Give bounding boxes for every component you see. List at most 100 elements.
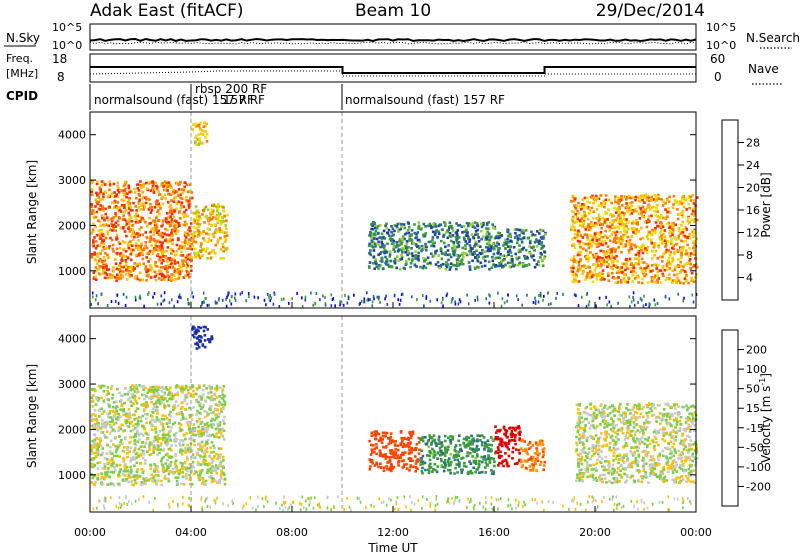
power-cell <box>136 235 140 239</box>
velocity-cell <box>152 402 156 406</box>
power-cell <box>397 244 400 247</box>
power-cell <box>380 250 383 254</box>
velocity-cell <box>161 425 165 428</box>
power-cell <box>515 256 518 260</box>
power-cell <box>625 220 628 224</box>
velocity-cell <box>198 435 201 438</box>
power-cell <box>656 281 659 284</box>
power-cell <box>630 201 634 204</box>
power-cell <box>614 200 617 204</box>
power-cell <box>539 256 542 259</box>
velocity-cell <box>125 419 129 423</box>
power-cell <box>685 274 688 277</box>
power-cell <box>673 279 677 282</box>
power-ground-cell <box>556 291 558 295</box>
power-ground-cell <box>401 292 404 296</box>
power-ground-cell <box>384 297 386 301</box>
power-cell <box>578 205 582 208</box>
power-cell <box>617 240 620 244</box>
power-cell <box>508 265 512 268</box>
power-cell <box>572 266 575 270</box>
power-cell <box>669 250 673 254</box>
velocity-cell <box>185 393 189 396</box>
power-cell <box>576 233 579 236</box>
velocity-cell <box>137 447 141 451</box>
power-cell <box>115 279 118 283</box>
velocity-cell <box>179 407 183 411</box>
power-cell <box>633 226 636 230</box>
power-cell <box>194 136 197 139</box>
velocity-cell <box>167 463 171 466</box>
velocity-cell <box>97 445 100 448</box>
power-cell <box>145 236 148 239</box>
power-cell <box>656 203 659 207</box>
beam-title: Beam 10 <box>355 1 431 21</box>
velocity-cell <box>108 475 111 479</box>
power-ground-cell <box>208 303 210 307</box>
velocity-cell <box>127 480 130 484</box>
power-cell <box>670 238 673 241</box>
power-cell <box>225 231 228 234</box>
power-ground-cell <box>253 295 256 299</box>
velocity-cell <box>186 449 190 452</box>
power-ground-cell <box>134 295 137 299</box>
power-cell <box>443 241 446 245</box>
power-cell <box>651 277 655 280</box>
power-cell <box>97 268 101 271</box>
velocity-cell <box>409 436 413 439</box>
power-cell <box>395 225 399 228</box>
power-cell <box>502 244 505 247</box>
power-cell <box>693 249 696 253</box>
velocity-cell <box>168 391 171 395</box>
velocity-cell <box>216 424 220 428</box>
power-cell <box>175 207 178 211</box>
power-cell <box>186 264 190 268</box>
power-ground-cell <box>273 292 276 296</box>
power-cell <box>685 252 688 256</box>
power-cell <box>118 242 122 246</box>
power-cell <box>487 232 491 235</box>
velocity-cell <box>166 458 169 462</box>
power-cell <box>501 265 504 269</box>
power-cell <box>450 239 453 243</box>
power-cell <box>101 249 104 252</box>
power-cell <box>482 223 485 227</box>
power-cell <box>599 235 603 239</box>
power-cell <box>158 212 161 216</box>
velocity-cell <box>191 461 195 464</box>
power-cell <box>671 246 674 250</box>
power-ground-cell <box>454 300 456 304</box>
velocity-cell <box>195 398 198 402</box>
power-ground-cell <box>641 298 643 302</box>
power-cell <box>373 232 376 236</box>
power-cell <box>198 256 202 260</box>
velocity-cell <box>111 428 115 431</box>
power-cell <box>613 198 617 201</box>
power-cell <box>668 253 672 257</box>
velocity-cell <box>130 456 133 460</box>
power-cell <box>114 262 118 265</box>
cpid-label: CPID <box>6 89 38 103</box>
power-cell <box>652 245 656 249</box>
velocity-cell <box>185 455 189 458</box>
power-cell <box>654 214 657 217</box>
power-cell <box>165 220 168 223</box>
velocity-cell <box>208 405 212 408</box>
power-cell <box>543 255 547 258</box>
power-cell <box>210 208 214 211</box>
power-cell <box>503 238 507 242</box>
power-cell <box>416 231 420 234</box>
power-cell <box>143 205 147 208</box>
power-cell <box>685 208 688 211</box>
velocity-cell <box>109 445 112 449</box>
power-cell <box>138 198 141 202</box>
power-cell <box>578 231 581 235</box>
power-cell <box>107 246 111 250</box>
velocity-cell <box>368 467 372 471</box>
power-cell <box>620 266 624 269</box>
velocity-cell <box>133 478 137 482</box>
power-cell <box>213 223 216 226</box>
velocity-cell <box>192 395 195 398</box>
power-cell <box>130 265 133 269</box>
power-cell <box>456 229 460 232</box>
